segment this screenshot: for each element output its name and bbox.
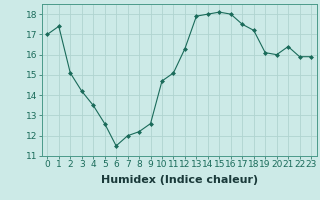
X-axis label: Humidex (Indice chaleur): Humidex (Indice chaleur) <box>100 175 258 185</box>
